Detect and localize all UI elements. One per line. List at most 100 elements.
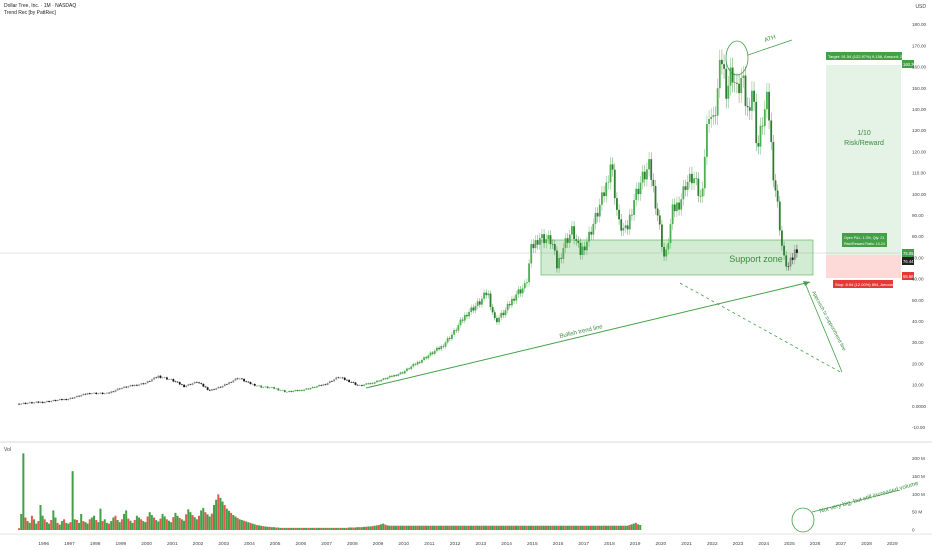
candle-body: [778, 201, 781, 231]
entry-tag: [842, 233, 887, 247]
candle-body: [463, 314, 466, 321]
candle-body: [618, 209, 620, 220]
candle-body: [303, 389, 305, 391]
candle-body: [556, 250, 558, 269]
candle-body: [39, 401, 42, 403]
volume-bar: [90, 517, 93, 530]
time-tick-label: 2023: [733, 541, 744, 547]
volume-bar: [382, 523, 385, 530]
volume-circle: [791, 507, 815, 533]
volume-bar: [525, 525, 528, 530]
candle-body: [103, 393, 106, 395]
candle-body: [581, 246, 584, 256]
volume-bar: [279, 527, 282, 530]
candle-body: [631, 214, 633, 216]
candle-body: [530, 243, 533, 264]
candle-body: [506, 303, 509, 311]
volume-bar: [377, 525, 380, 530]
candle-body: [553, 244, 556, 251]
volume-tick-label: 150 M: [912, 474, 925, 479]
volume-bar: [84, 522, 87, 530]
candle-body: [748, 107, 751, 111]
candle-body: [279, 390, 282, 391]
volume-bar: [78, 522, 81, 530]
volume-bar: [609, 525, 612, 530]
volume-bar: [515, 525, 518, 530]
volume-bar: [285, 527, 288, 530]
volume-bar: [418, 525, 421, 530]
volume-bar: [266, 526, 269, 530]
candle-body: [181, 384, 183, 385]
candle-body: [603, 192, 605, 197]
volume-bar: [63, 519, 66, 530]
candle-body: [536, 240, 539, 245]
rr-ratio-label: 1/10: [857, 130, 871, 137]
candle-body: [408, 368, 410, 370]
candle-body: [620, 219, 623, 231]
candle-body: [616, 198, 618, 210]
volume-bar: [332, 527, 335, 530]
candle-body: [472, 307, 475, 311]
volume-bar: [540, 525, 543, 530]
volume-bar: [54, 517, 57, 530]
volume-bar: [253, 524, 256, 530]
candle-body: [796, 249, 798, 253]
candle-body: [88, 393, 91, 395]
candle-body: [436, 347, 438, 351]
volume-bar: [300, 527, 303, 530]
candle-body: [82, 393, 85, 396]
candle-body: [646, 169, 648, 180]
volume-bar: [388, 525, 391, 530]
candle-body: [451, 334, 453, 340]
candle-body: [191, 383, 194, 385]
candle-body: [781, 230, 783, 246]
candle-body: [461, 319, 464, 321]
candle-body: [682, 186, 685, 200]
time-tick-label: 2017: [578, 541, 589, 547]
candle-body: [742, 75, 745, 78]
volume-bar: [465, 525, 468, 530]
candle-body: [673, 204, 676, 212]
candle-body: [481, 298, 483, 305]
volume-bar: [118, 522, 121, 530]
candle-body: [643, 171, 646, 180]
candle-body: [761, 125, 764, 127]
volume-bar: [534, 525, 537, 530]
candle-body: [371, 382, 374, 384]
volume-bar: [52, 510, 55, 530]
volume-bar: [326, 527, 329, 530]
candle-body: [206, 387, 209, 390]
candle-body: [701, 188, 704, 197]
indicator-label[interactable]: Trend Rec [by PattRec]: [4, 10, 56, 16]
volume-bar: [335, 527, 338, 530]
volume-bar: [242, 520, 245, 530]
candle-body: [50, 401, 53, 402]
candle-body: [322, 384, 325, 386]
symbol-title[interactable]: Dollar Tree, Inc. · 1M · NASDAQ: [4, 3, 77, 9]
volume-bar: [532, 525, 535, 530]
current-price-tag: [902, 249, 914, 257]
volume-bar: [302, 527, 305, 530]
candle-body: [665, 249, 668, 257]
candle-body: [746, 106, 749, 108]
volume-bar: [283, 527, 286, 530]
candle-body: [56, 400, 59, 401]
candle-body: [583, 246, 586, 251]
volume-bar: [135, 515, 138, 530]
volume-bar: [455, 525, 458, 530]
volume-bar: [129, 520, 132, 530]
candle-body: [258, 385, 260, 387]
volume-bar: [624, 525, 627, 530]
volume-bar: [37, 521, 40, 530]
candle-body: [61, 399, 63, 401]
candle-body: [438, 347, 440, 350]
volume-bar: [407, 525, 410, 530]
price-tick-label: 110.00: [912, 171, 926, 176]
candle-body: [661, 224, 663, 247]
volume-bar: [523, 525, 526, 530]
candle-body: [335, 377, 338, 380]
candle-body: [579, 242, 582, 256]
currency-label[interactable]: USD: [915, 4, 926, 10]
volume-bar: [367, 526, 370, 530]
